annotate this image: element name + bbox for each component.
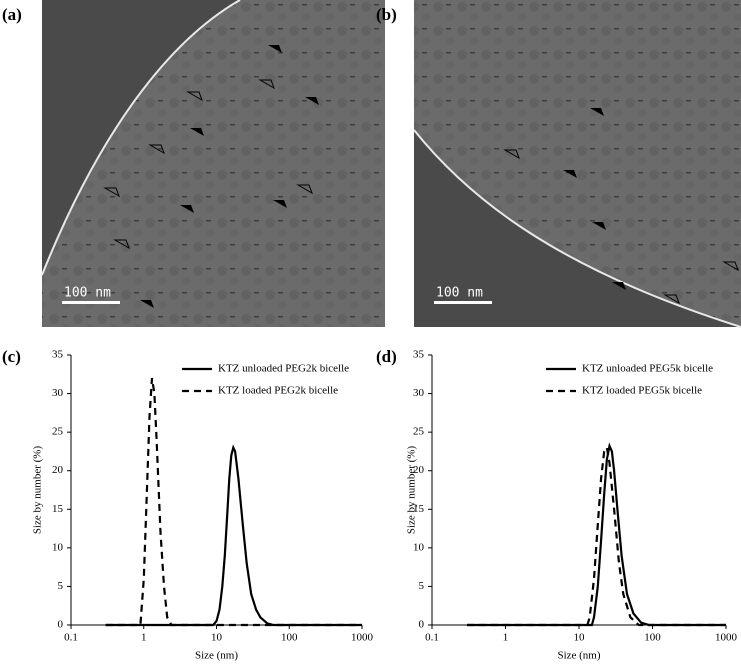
x-tick-label: 100 xyxy=(281,632,298,644)
y-tick-label: 0 xyxy=(58,619,64,631)
y-tick-label: 35 xyxy=(413,349,425,361)
panel-label: (a) xyxy=(2,5,22,24)
y-tick-label: 15 xyxy=(413,503,425,515)
x-tick-label: 0.1 xyxy=(64,632,78,644)
x-tick-label: 1 xyxy=(503,632,509,644)
x-tick-label: 0.1 xyxy=(425,632,439,644)
y-tick-label: 20 xyxy=(52,464,64,476)
x-tick-label: 1000 xyxy=(715,632,738,644)
y-tick-label: 10 xyxy=(413,541,425,553)
scale-bar-label: 100 nm xyxy=(436,286,483,301)
x-tick-label: 10 xyxy=(211,632,223,644)
x-tick-label: 10 xyxy=(574,632,586,644)
panel-label: (d) xyxy=(376,347,397,366)
y-tick-label: 30 xyxy=(52,387,64,399)
series-line xyxy=(105,444,362,627)
series-line xyxy=(105,377,362,627)
legend-label: KTZ loaded PEG2k bicelle xyxy=(218,385,338,397)
y-axis-title: Size by number (%) xyxy=(32,446,44,535)
legend-label: KTZ unloaded PEG2k bicelle xyxy=(218,363,349,375)
scale-bar-label: 100 nm xyxy=(64,286,111,301)
series-line xyxy=(467,442,726,627)
y-tick-label: 5 xyxy=(58,580,64,592)
y-tick-label: 0 xyxy=(419,619,425,631)
x-tick-label: 100 xyxy=(644,632,661,644)
panel-label: (c) xyxy=(2,347,21,366)
y-tick-label: 20 xyxy=(413,464,425,476)
legend-label: KTZ unloaded PEG5k bicelle xyxy=(582,363,713,375)
x-tick-label: 1000 xyxy=(351,632,374,644)
panel-label: (b) xyxy=(376,5,397,24)
x-axis-title: Size (nm) xyxy=(557,650,600,662)
tem-image-a: 100 nm xyxy=(41,0,385,327)
x-tick-label: 1 xyxy=(141,632,147,644)
y-tick-label: 25 xyxy=(413,426,425,438)
x-axis-title: Size (nm) xyxy=(195,650,238,662)
tem-image-b: 100 nm xyxy=(413,0,741,328)
y-tick-label: 15 xyxy=(52,503,64,515)
y-tick-label: 5 xyxy=(419,580,425,592)
y-tick-label: 10 xyxy=(52,541,64,553)
y-tick-label: 30 xyxy=(413,387,425,399)
legend-label: KTZ loaded PEG5k bicelle xyxy=(582,385,702,397)
y-axis-title: Size by number (%) xyxy=(406,446,418,535)
y-tick-label: 25 xyxy=(52,426,64,438)
y-tick-label: 35 xyxy=(52,349,64,361)
